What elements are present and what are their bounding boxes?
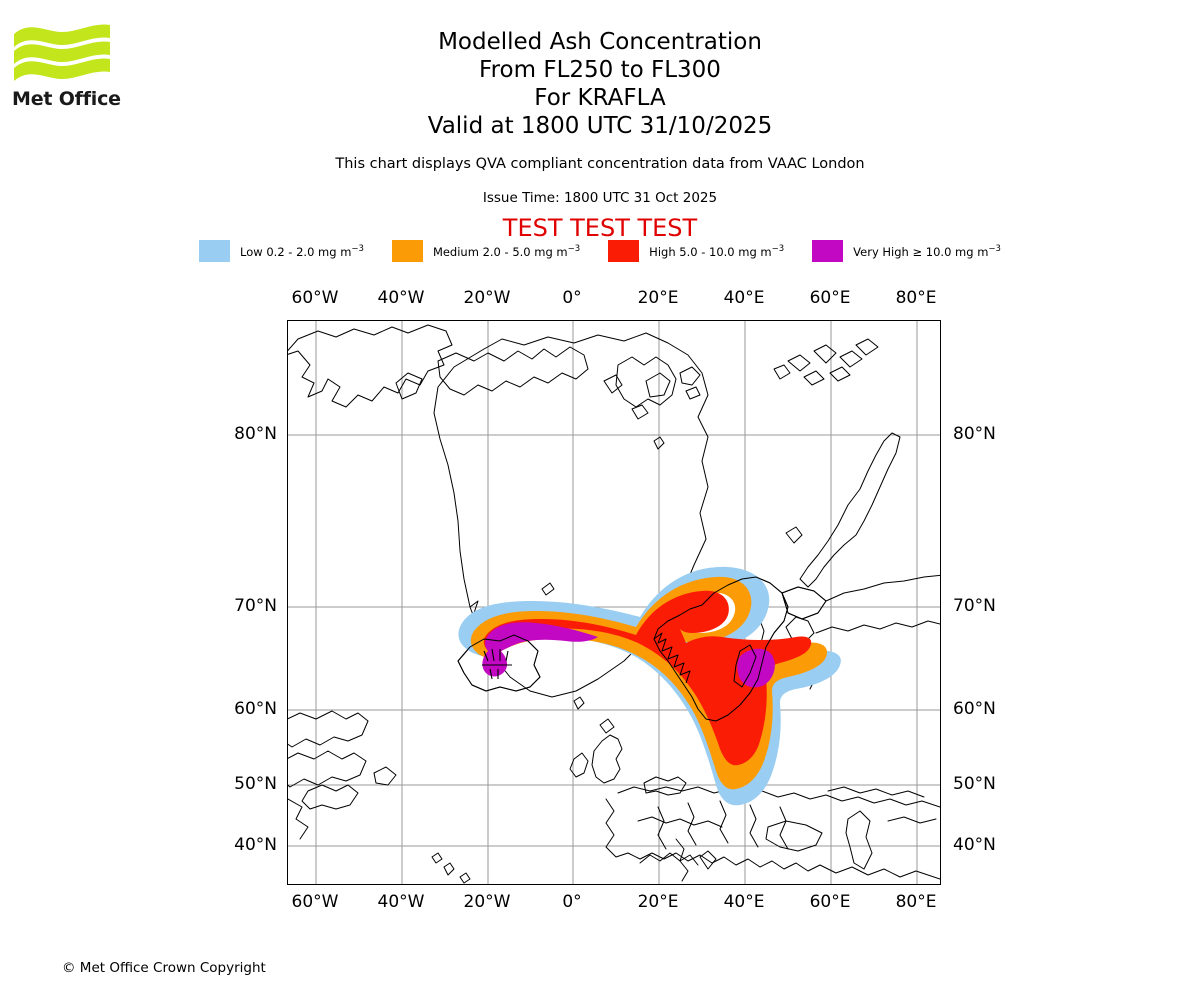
lon-label-bottom-40e: 40°E <box>723 892 765 912</box>
legend-label-high: High 5.0 - 10.0 mg m−3 <box>649 243 785 259</box>
lat-label-right-40n: 40°N <box>953 835 996 855</box>
page-title: Modelled Ash Concentration From FL250 to… <box>0 28 1200 140</box>
map-canvas <box>288 321 940 884</box>
lat-label-left-50n: 50°N <box>234 774 277 794</box>
lat-label-left-70n: 70°N <box>234 596 277 616</box>
lat-label-right-70n: 70°N <box>953 596 996 616</box>
legend-swatch-low <box>199 240 231 262</box>
source-detail-marks <box>482 648 512 680</box>
lon-label-top-0: 0° <box>562 288 582 308</box>
legend-item-medium: Medium 2.0 - 5.0 mg m−3 <box>391 240 581 262</box>
legend-label-medium: Medium 2.0 - 5.0 mg m−3 <box>432 243 581 259</box>
title-line-3: For KRAFLA <box>534 85 666 111</box>
lon-label-bottom-80e: 80°E <box>895 892 937 912</box>
chart-subtitle: This chart displays QVA compliant concen… <box>335 156 865 172</box>
lat-label-left-80n: 80°N <box>234 424 277 444</box>
ash-plume-very-high <box>482 622 775 688</box>
legend-swatch-medium <box>391 240 423 262</box>
ash-plume-low <box>458 566 841 806</box>
lat-label-right-50n: 50°N <box>953 774 996 794</box>
lat-label-left-40n: 40°N <box>234 835 277 855</box>
legend-item-high: High 5.0 - 10.0 mg m−3 <box>608 240 784 262</box>
test-banner: TEST TEST TEST <box>502 214 698 242</box>
legend-item-low: Low 0.2 - 2.0 mg m−3 <box>199 240 364 262</box>
lon-label-bottom-0: 0° <box>562 892 582 912</box>
lat-label-right-80n: 80°N <box>953 424 996 444</box>
title-line-2: From FL250 to FL300 <box>479 57 721 83</box>
lon-label-top-40w: 40°W <box>377 288 425 308</box>
issue-time: Issue Time: 1800 UTC 31 Oct 2025 <box>482 190 718 206</box>
lon-label-top-80e: 80°E <box>895 288 937 308</box>
coastlines <box>288 324 940 884</box>
map-plot-frame <box>287 320 941 885</box>
lon-label-top-20e: 20°E <box>637 288 679 308</box>
lat-label-right-60n: 60°N <box>953 699 996 719</box>
legend-item-very-high: Very High ≥ 10.0 mg m−3 <box>812 240 1001 262</box>
lat-label-left-60n: 60°N <box>234 699 277 719</box>
scandinavia-coastline-overlay <box>653 576 827 722</box>
iceland-coastline-overlay <box>457 634 541 692</box>
legend-label-very-high: Very High ≥ 10.0 mg m−3 <box>853 243 1001 259</box>
lon-label-bottom-20e: 20°E <box>637 892 679 912</box>
lon-label-top-40e: 40°E <box>723 288 765 308</box>
legend-swatch-very-high <box>812 240 844 262</box>
lon-label-top-60w: 60°W <box>291 288 339 308</box>
map-container: 60°W 40°W 20°W 0° 20°E 40°E 60°E 80°E 60… <box>234 288 996 912</box>
lon-label-bottom-60w: 60°W <box>291 892 339 912</box>
ash-plume-high <box>483 590 812 766</box>
title-line-1: Modelled Ash Concentration <box>438 29 762 55</box>
lon-label-bottom-20w: 20°W <box>463 892 511 912</box>
met-office-logo <box>12 22 112 114</box>
met-office-wordmark: Met Office <box>12 88 121 110</box>
legend-label-low: Low 0.2 - 2.0 mg m−3 <box>240 243 364 259</box>
lon-label-bottom-40w: 40°W <box>377 892 425 912</box>
lon-label-top-60e: 60°E <box>809 288 851 308</box>
lon-label-bottom-60e: 60°E <box>809 892 851 912</box>
title-line-4: Valid at 1800 UTC 31/10/2025 <box>427 113 773 139</box>
lon-label-top-20w: 20°W <box>463 288 511 308</box>
concentration-legend: Low 0.2 - 2.0 mg m−3 Medium 2.0 - 5.0 mg… <box>0 240 1200 262</box>
legend-swatch-high <box>608 240 640 262</box>
graticule <box>288 321 940 884</box>
copyright-notice: © Met Office Crown Copyright <box>62 960 266 976</box>
